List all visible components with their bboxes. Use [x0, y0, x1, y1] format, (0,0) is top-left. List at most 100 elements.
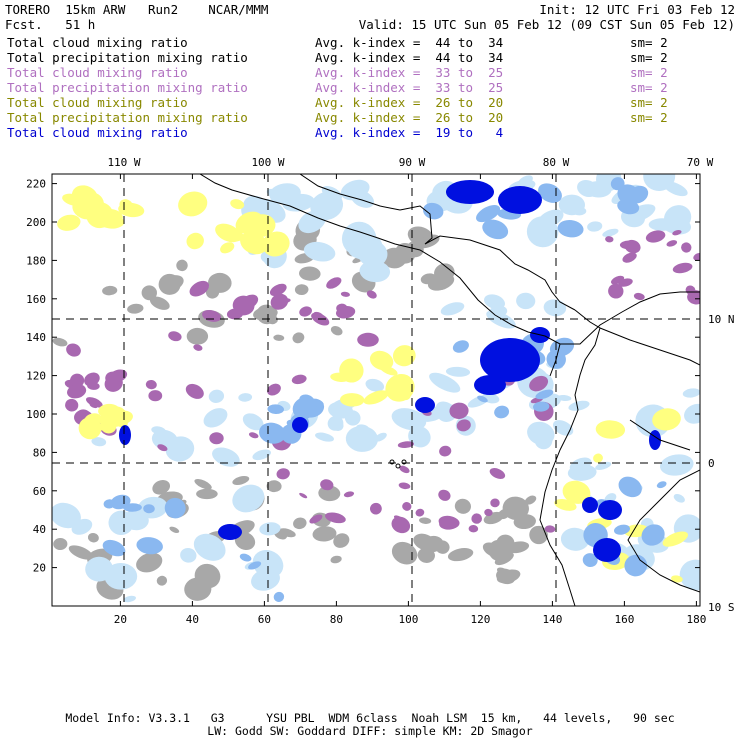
x-tick-label: 100: [398, 613, 418, 626]
legend-field-name: Total precipitation mixing ratio: [7, 80, 248, 95]
gray-patch: [136, 552, 163, 573]
y-tick-label: 100: [26, 408, 46, 421]
gray-patch: [186, 327, 209, 345]
x-tick-label: 140: [542, 613, 562, 626]
gray-patch: [505, 541, 530, 554]
purple-patch: [278, 298, 291, 304]
light-blue-patch: [569, 457, 592, 473]
purple-patch: [299, 306, 312, 317]
purple-patch: [471, 513, 482, 524]
light-blue-patch: [408, 426, 431, 448]
legend-smoothing: sm= 2: [630, 110, 668, 125]
longitude-label: 70 W: [687, 156, 714, 169]
purple-patch: [157, 444, 168, 452]
light-blue-patch: [356, 424, 369, 431]
y-tick-label: 20: [33, 562, 46, 575]
light-blue-patch: [341, 221, 377, 257]
purple-patch: [86, 397, 103, 408]
gray-patch: [152, 480, 171, 495]
dark-blue-patch: [119, 425, 131, 445]
mid-blue-patch: [267, 404, 284, 415]
latitude-label: 10 S: [708, 601, 735, 614]
mid-blue-patch: [627, 486, 640, 494]
gray-patch: [196, 488, 218, 500]
purple-patch: [168, 331, 182, 342]
y-tick-label: 60: [33, 485, 46, 498]
purple-patch: [633, 292, 645, 301]
y-tick-label: 220: [26, 178, 46, 191]
purple-patch: [618, 278, 633, 287]
gray-patch: [524, 495, 537, 505]
x-axis-ticks: 2040608010012014016018020022024026028030…: [114, 174, 706, 626]
yellow-patch: [593, 453, 603, 463]
purple-patch: [370, 502, 382, 515]
mid-blue-patch: [614, 524, 630, 535]
y-tick-label: 180: [26, 254, 46, 267]
light-blue-patch: [242, 413, 264, 431]
mid-blue-patch: [136, 537, 163, 555]
purple-patch: [456, 419, 471, 432]
legend-row: Total precipitation mixing ratio Avg. k-i…: [7, 50, 735, 65]
x-tick-label: 40: [186, 613, 199, 626]
light-blue-patch: [557, 394, 572, 402]
model-info: Model Info: V3.3.1 G3 YSU PBL WDM 6class…: [65, 711, 675, 725]
light-blue-patch: [238, 393, 253, 402]
gray-patch: [293, 517, 307, 530]
purple-patch: [185, 383, 204, 399]
gray-patch: [330, 555, 342, 564]
dark-blue-patch: [292, 417, 308, 433]
purple-patch: [87, 382, 100, 390]
light-blue-patch: [327, 415, 344, 431]
gray-patch: [419, 517, 432, 524]
yellow-patch: [400, 390, 411, 401]
light-blue-patch: [259, 556, 277, 570]
purple-patch: [65, 398, 79, 412]
gray-patch: [176, 259, 188, 272]
light-blue-patch: [259, 522, 281, 536]
model-title: TORERO 15km ARW Run2 NCAR/MMM: [5, 2, 269, 17]
gray-patch: [482, 542, 506, 559]
purple-patch: [269, 283, 287, 297]
purple-patch: [449, 402, 469, 420]
legend-field-name: Total precipitation mixing ratio: [7, 110, 248, 125]
yellow-patch: [340, 393, 365, 407]
purple-patch: [398, 482, 411, 490]
yellow-patch: [369, 350, 394, 371]
gray-patch: [294, 284, 309, 296]
light-blue-patch: [85, 556, 113, 582]
yellow-patch: [379, 365, 398, 376]
purple-patch: [622, 252, 637, 263]
latitude-label: 10 N: [708, 313, 735, 326]
light-blue-patch: [488, 305, 508, 319]
light-blue-patch: [429, 372, 461, 393]
yellow-patch: [101, 419, 115, 433]
purple-patch: [468, 524, 479, 533]
purple-patch: [299, 492, 308, 499]
gray-patch: [330, 326, 343, 336]
light-blue-patch: [560, 527, 590, 551]
purple-patch: [605, 236, 614, 243]
dark-blue-patch: [446, 180, 494, 204]
legend-k-index: Avg. k-index = 33 to 25: [315, 80, 504, 95]
mid-blue-patch: [617, 184, 641, 205]
mid-blue-patch: [610, 177, 625, 191]
purple-patch: [484, 508, 493, 517]
legend-row: Total cloud mixing ratio Avg. k-index = 2…: [7, 95, 735, 110]
yellow-patch: [671, 575, 683, 583]
gray-patch: [102, 285, 118, 296]
light-blue-patch: [91, 437, 107, 447]
light-blue-patch: [534, 431, 553, 450]
yellow-patch: [235, 211, 263, 234]
light-blue-patch: [537, 209, 564, 228]
legend-k-index: Avg. k-index = 26 to 20: [315, 110, 504, 125]
gray-patch: [256, 304, 277, 325]
mid-blue-patch: [239, 553, 252, 562]
yellow-patch: [71, 185, 99, 209]
yellow-patch: [363, 390, 389, 405]
gray-patch: [158, 273, 181, 295]
light-blue-patch: [445, 366, 471, 377]
y-axis-ticks: 20 40 60 80 100 120 140 160 180 200 220: [26, 178, 700, 575]
purple-patch: [105, 371, 121, 386]
y-tick-label: 40: [33, 523, 46, 536]
x-tick-label: 80: [330, 613, 343, 626]
